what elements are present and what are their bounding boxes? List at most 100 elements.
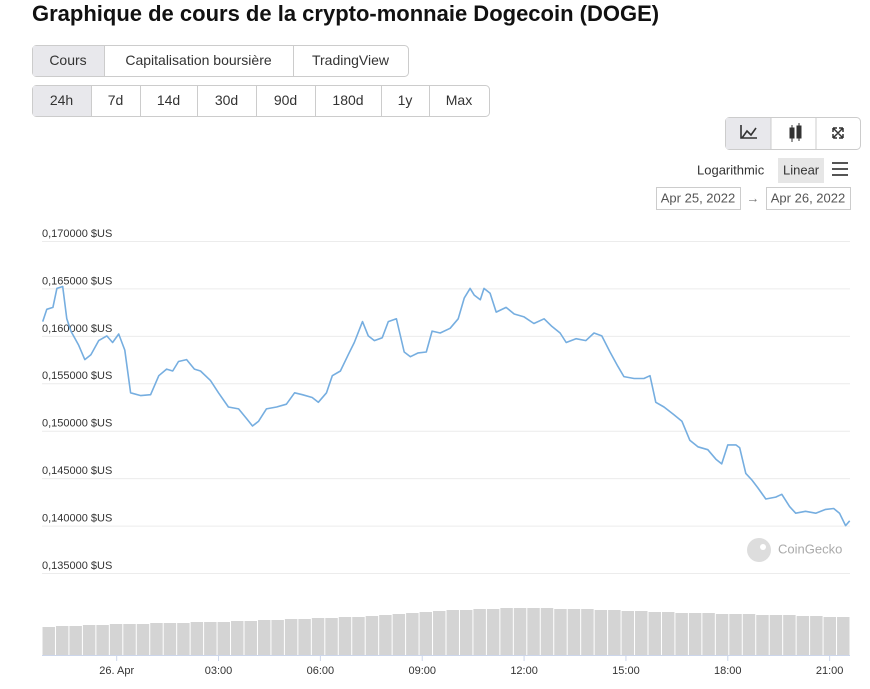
volume-bar: [150, 623, 163, 655]
volume-bar: [284, 619, 298, 655]
price-line: [41, 285, 851, 527]
volume-bar: [365, 616, 379, 655]
y-tick-label: 0,140000 $US: [42, 512, 112, 524]
ranges-button[interactable]: 180d: [332, 92, 363, 108]
chart-tools: [725, 117, 861, 150]
date-from[interactable]: Apr 25, 2022: [661, 190, 735, 205]
page-title: Graphique de cours de la crypto-monnaie …: [32, 1, 659, 26]
y-tick-label: 0,165000 $US: [42, 275, 112, 287]
y-tick-label: 0,150000 $US: [42, 418, 112, 430]
volume-bar: [594, 610, 608, 655]
ranges-button[interactable]: 7d: [108, 92, 124, 108]
volume-bar: [231, 621, 244, 655]
volume-bar: [244, 621, 257, 655]
volume-bar: [581, 609, 594, 655]
y-tick-label: 0,160000 $US: [42, 323, 112, 335]
date-from-box[interactable]: [656, 187, 741, 210]
volume-bar: [298, 619, 311, 655]
y-tick-label: 0,145000 $US: [42, 465, 112, 477]
volume-bar: [82, 625, 96, 655]
tabs-button[interactable]: TradingView: [312, 52, 390, 68]
volume-bar: [190, 622, 204, 655]
linear-option[interactable]: Linear: [783, 162, 820, 177]
x-tick-label: 03:00: [205, 665, 233, 677]
volume-bar: [163, 623, 177, 655]
log-option[interactable]: Logarithmic: [697, 162, 765, 177]
tabs-active[interactable]: [33, 46, 104, 76]
x-tick-label: 09:00: [408, 665, 436, 677]
volume-bar: [823, 617, 837, 655]
volume-bar: [177, 623, 190, 655]
volume-bar: [406, 613, 419, 655]
volume-bar: [55, 626, 69, 655]
volume-bar: [796, 616, 810, 655]
volume-bar: [42, 627, 55, 655]
tabs-group: [32, 45, 409, 77]
volume-bar: [702, 613, 715, 655]
volume-bar: [527, 608, 540, 655]
tabs-button[interactable]: Capitalisation boursière: [125, 52, 272, 68]
volume-bar: [473, 609, 486, 655]
volume-bar: [459, 610, 473, 655]
volume-bar: [392, 614, 406, 655]
x-tick-label: 18:00: [714, 665, 742, 677]
volume-bar: [338, 617, 352, 655]
volume-bar: [379, 615, 392, 655]
ranges-button[interactable]: 30d: [215, 92, 238, 108]
date-to[interactable]: Apr 26, 2022: [771, 190, 845, 205]
x-tick-label: 12:00: [510, 665, 538, 677]
volume-bar: [311, 618, 325, 655]
ranges-group: [32, 85, 490, 117]
volume-bar: [837, 617, 850, 655]
volume-bar: [810, 616, 823, 655]
volume-bar: [756, 615, 769, 655]
volume-bar: [715, 614, 729, 655]
volume-bar: [554, 609, 567, 655]
menu-icon[interactable]: [832, 162, 848, 176]
volume-bar: [742, 614, 756, 655]
volume-bar: [217, 622, 231, 655]
x-tick-label: 15:00: [612, 665, 640, 677]
arrow: →: [747, 190, 760, 205]
volume-bar: [69, 626, 82, 655]
volume-bar: [675, 613, 688, 655]
volume-bar: [621, 611, 635, 655]
watermark-logo: [747, 538, 771, 562]
volume-bar: [325, 618, 338, 655]
ranges-active[interactable]: [33, 86, 91, 116]
x-tick-label: 26. Apr: [99, 665, 134, 677]
line-icon: [740, 125, 757, 139]
ranges-button[interactable]: 90d: [274, 92, 297, 108]
ranges-button[interactable]: 24h: [50, 92, 73, 108]
x-tick-label: 21:00: [816, 665, 844, 677]
volume-bar: [204, 622, 217, 655]
y-tick-label: 0,170000 $US: [42, 228, 112, 240]
volume-bar: [513, 608, 527, 655]
volume-bar: [96, 625, 109, 655]
volume-bar: [635, 611, 648, 655]
volume-bar: [257, 620, 271, 655]
ranges-button[interactable]: 1y: [398, 92, 413, 108]
volume-bar: [419, 612, 433, 655]
volume-bar: [608, 610, 621, 655]
expand-icon[interactable]: [832, 127, 844, 139]
y-tick-label: 0,155000 $US: [42, 370, 112, 382]
volume-bar: [729, 614, 742, 655]
date-to-box[interactable]: [766, 187, 851, 210]
volume-bar: [123, 624, 136, 655]
ranges-button[interactable]: 14d: [157, 92, 180, 108]
volume-bar: [109, 624, 123, 655]
volume-bar: [769, 615, 783, 655]
volume-bar: [688, 613, 702, 655]
volume-bar: [540, 608, 554, 655]
volume-bar: [486, 609, 500, 655]
volume-bar: [446, 610, 459, 655]
volume-bar: [136, 624, 150, 655]
candle-icon[interactable]: [789, 123, 802, 142]
linear-option-bg[interactable]: [778, 158, 824, 183]
tabs-button[interactable]: Cours: [49, 52, 86, 68]
watermark-eye: [760, 544, 766, 550]
ranges-button[interactable]: Max: [446, 92, 472, 108]
volume-bar: [661, 612, 675, 655]
